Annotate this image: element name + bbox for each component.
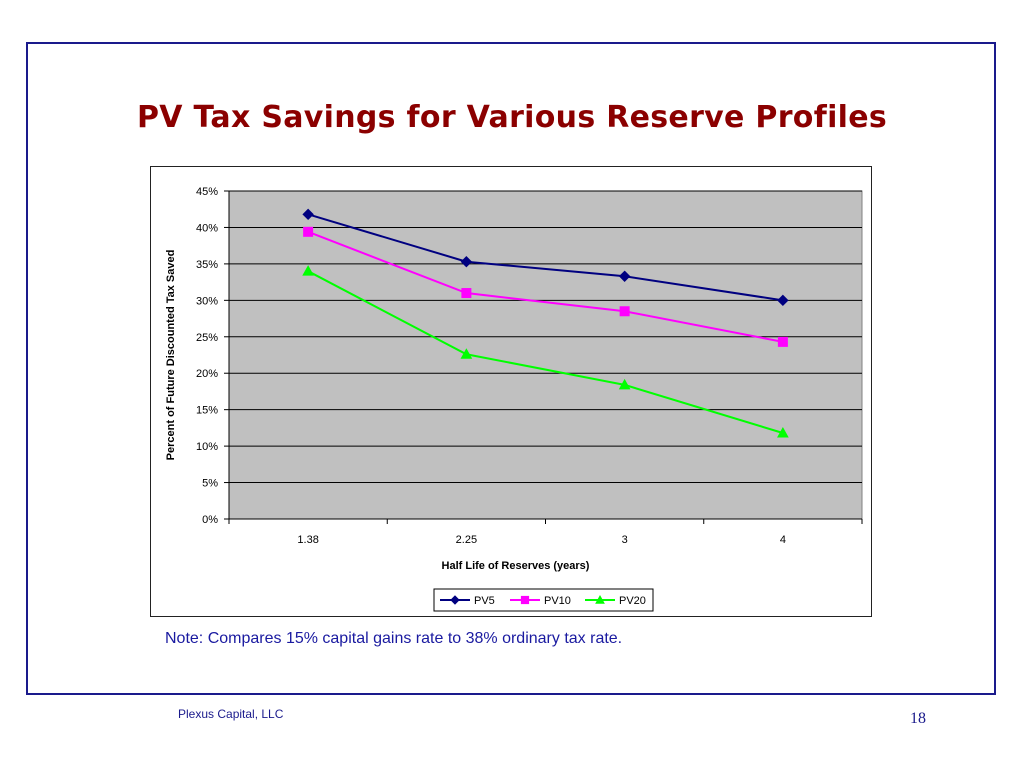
y-tick-label: 25% [196, 332, 218, 344]
x-tick-label: 1.38 [297, 534, 318, 546]
series-line-pv10 [307, 230, 784, 343]
data-point-pv5 [777, 294, 789, 307]
data-point-pv20 [777, 426, 789, 438]
footer-company: Plexus Capital, LLC [178, 707, 284, 721]
line-chart: 0% 5% 10% 15% 20% 25% 30% 35% 40% 45% 1.38 2.25 3 4 Ha… [165, 186, 863, 612]
series-line-pv20 [307, 270, 784, 434]
slide-frame [26, 42, 996, 695]
x-tick-label: 4 [780, 534, 786, 546]
y-tick-label: 35% [196, 259, 218, 271]
legend-label-pv20: PV20 [619, 595, 646, 607]
y-tick-label: 20% [196, 368, 218, 380]
data-point-pv10 [461, 288, 472, 299]
data-point-pv20 [302, 265, 314, 276]
y-tick-label: 15% [196, 405, 218, 417]
legend-label-pv5: PV5 [474, 595, 495, 607]
slide-title: PV Tax Savings for Various Reserve Profi… [136, 100, 888, 135]
data-point-pv5 [618, 270, 631, 282]
x-tick-label: 3 [622, 534, 628, 546]
data-point-pv20 [618, 378, 631, 390]
y-axis-title: Percent of Future Discounted Tax Saved [165, 250, 177, 461]
y-tick-label: 30% [196, 295, 218, 307]
data-point-pv10 [777, 336, 788, 347]
legend-label-pv10: PV10 [544, 595, 571, 607]
plot-area [228, 190, 863, 520]
data-point-pv5 [460, 255, 473, 268]
y-tick-label: 40% [196, 222, 218, 234]
legend-marker-pv10 [520, 595, 530, 605]
legend-marker-pv5 [450, 595, 460, 605]
legend [433, 588, 654, 612]
data-point-pv10 [619, 306, 630, 317]
chart-container: 0% 5% 10% 15% 20% 25% 30% 35% 40% 45% 1.38 2.25 3 4 Ha… [150, 166, 872, 617]
page-number: 18 [910, 710, 926, 727]
data-point-pv20 [460, 348, 473, 359]
x-tick-label: 2.25 [456, 534, 477, 546]
x-axis-title: Half Life of Reserves (years) [442, 560, 590, 572]
y-tick-label: 0% [202, 514, 218, 526]
y-tick-label: 5% [202, 478, 218, 490]
y-tick-label: 45% [196, 186, 218, 198]
data-point-pv10 [303, 226, 314, 237]
data-point-pv5 [302, 208, 314, 221]
legend-marker-pv20 [595, 594, 605, 604]
y-tick-label: 10% [196, 441, 218, 453]
series-line-pv5 [307, 213, 784, 302]
chart-note: Note: Compares 15% capital gains rate to… [165, 630, 623, 647]
